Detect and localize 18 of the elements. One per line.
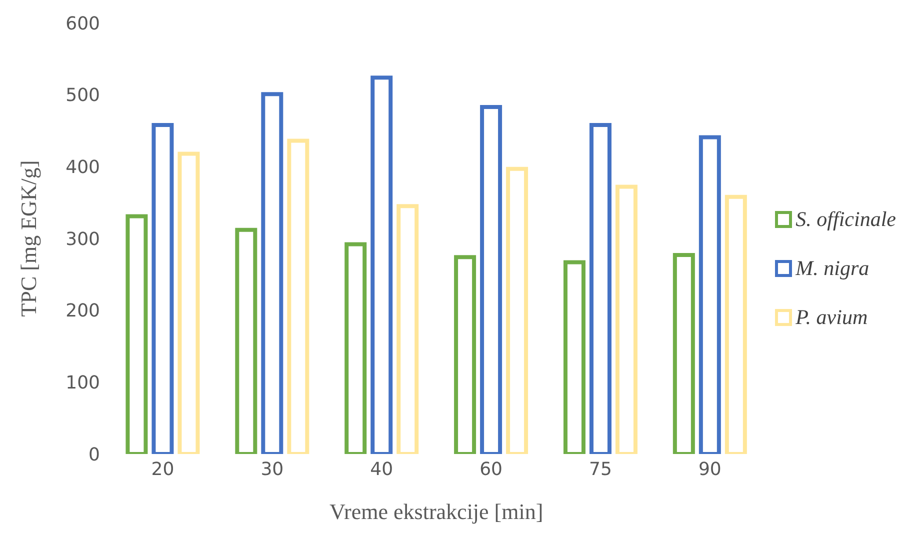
x-tick-label: 75 bbox=[589, 458, 612, 480]
y-tick-label: 0 bbox=[88, 444, 100, 466]
x-tick-label: 40 bbox=[370, 458, 394, 480]
legend-label: P. avium bbox=[796, 305, 868, 330]
x-tick-label: 30 bbox=[260, 458, 284, 480]
x-tick-label: 60 bbox=[480, 458, 503, 480]
x-axis-title: Vreme ekstrakcije [min] bbox=[329, 499, 544, 524]
x-tick-label: 90 bbox=[698, 458, 722, 480]
y-tick-label: 400 bbox=[66, 157, 100, 178]
y-axis-title: TPC [mg EGK/g] bbox=[16, 160, 41, 317]
y-tick-label: 500 bbox=[66, 85, 100, 106]
y-tick-label: 300 bbox=[66, 228, 100, 250]
x-tick-label: 20 bbox=[151, 458, 174, 480]
y-tick-label: 100 bbox=[66, 372, 100, 394]
y-tick-label: 200 bbox=[66, 300, 100, 322]
y-tick-label: 600 bbox=[66, 13, 100, 34]
legend-label: M. nigra bbox=[796, 256, 870, 281]
legend-label: S. officinale bbox=[796, 207, 896, 232]
